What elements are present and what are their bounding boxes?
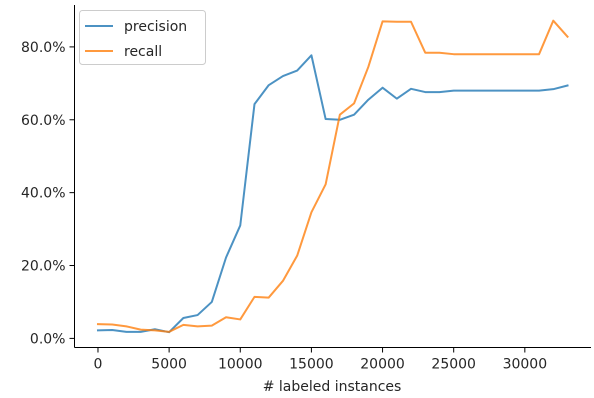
x-tick-label: 10000 [218, 357, 263, 373]
x-ticks: 0 5000 10000 15000 20000 25000 30000 [94, 347, 548, 373]
x-axis-label: # labeled instances [263, 379, 402, 395]
series-layer [96, 19, 569, 334]
x-tick-label: 5000 [151, 357, 187, 373]
legend-label-precision: precision [124, 19, 187, 35]
y-tick-label: 40.0% [21, 186, 65, 202]
axes [74, 5, 591, 348]
legend: precision recall [79, 10, 206, 65]
y-tick-label: 80.0% [21, 40, 65, 56]
series-line-precision [96, 54, 569, 334]
x-tick-label: 0 [94, 357, 103, 373]
y-tick-label: 20.0% [21, 259, 65, 275]
x-tick-label: 25000 [431, 357, 476, 373]
y-tick-label: 0.0% [30, 331, 66, 347]
y-tick-label: 60.0% [21, 113, 65, 129]
x-tick-label: 15000 [289, 357, 334, 373]
series-line-recall [96, 19, 569, 333]
legend-label-recall: recall [124, 44, 162, 60]
x-tick-label: 20000 [360, 357, 405, 373]
y-ticks: 0.0% 20.0% 40.0% 60.0% 80.0% [21, 40, 75, 347]
x-tick-label: 30000 [503, 357, 548, 373]
